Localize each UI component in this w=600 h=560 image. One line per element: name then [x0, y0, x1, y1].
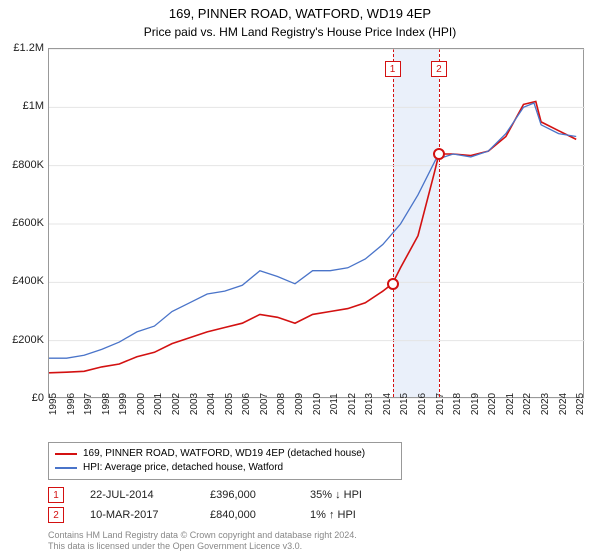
sales-delta-1: 35% ↓ HPI	[310, 489, 410, 501]
sales-row-2: 2 10-MAR-2017 £840,000 1% ↑ HPI	[48, 505, 410, 525]
legend: 169, PINNER ROAD, WATFORD, WD19 4EP (det…	[48, 442, 402, 480]
legend-swatch-hpi	[55, 467, 77, 469]
ytick-label: £1M	[23, 100, 44, 112]
legend-row-hpi: HPI: Average price, detached house, Watf…	[55, 461, 395, 475]
sales-row-1: 1 22-JUL-2014 £396,000 35% ↓ HPI	[48, 485, 410, 505]
sales-marker-1: 1	[48, 487, 64, 503]
sales-price-2: £840,000	[210, 509, 310, 521]
chart-title: 169, PINNER ROAD, WATFORD, WD19 4EP	[0, 0, 600, 23]
footer-line-1: Contains HM Land Registry data © Crown c…	[48, 530, 357, 541]
sales-date-1: 22-JUL-2014	[90, 489, 210, 501]
sale-point-2	[433, 148, 445, 160]
sales-table: 1 22-JUL-2014 £396,000 35% ↓ HPI 2 10-MA…	[48, 485, 410, 525]
legend-row-property: 169, PINNER ROAD, WATFORD, WD19 4EP (det…	[55, 447, 395, 461]
ytick-label: £600K	[12, 217, 44, 229]
ytick-label: £200K	[12, 334, 44, 346]
plot-frame: 1 2	[48, 48, 584, 398]
footer-line-2: This data is licensed under the Open Gov…	[48, 541, 357, 552]
sale-marker-flag-1: 1	[385, 61, 401, 77]
sales-price-1: £396,000	[210, 489, 310, 501]
ytick-label: £400K	[12, 275, 44, 287]
sale-point-1	[387, 278, 399, 290]
footer-attribution: Contains HM Land Registry data © Crown c…	[48, 530, 357, 553]
chart-subtitle: Price paid vs. HM Land Registry's House …	[0, 23, 600, 43]
chart-container: 169, PINNER ROAD, WATFORD, WD19 4EP Pric…	[0, 0, 600, 560]
ytick-label: £1.2M	[13, 42, 44, 54]
ytick-label: £800K	[12, 159, 44, 171]
sales-delta-2: 1% ↑ HPI	[310, 509, 410, 521]
legend-swatch-property	[55, 453, 77, 455]
ytick-label: £0	[32, 392, 44, 404]
legend-label-property: 169, PINNER ROAD, WATFORD, WD19 4EP (det…	[83, 447, 365, 461]
sales-date-2: 10-MAR-2017	[90, 509, 210, 521]
legend-label-hpi: HPI: Average price, detached house, Watf…	[83, 461, 283, 475]
sales-marker-2: 2	[48, 507, 64, 523]
chart-area: 1 2 £0£200K£400K£600K£800K£1M£1.2M 19951…	[48, 48, 584, 398]
sale-marker-flag-2: 2	[431, 61, 447, 77]
series-lines	[49, 49, 585, 399]
